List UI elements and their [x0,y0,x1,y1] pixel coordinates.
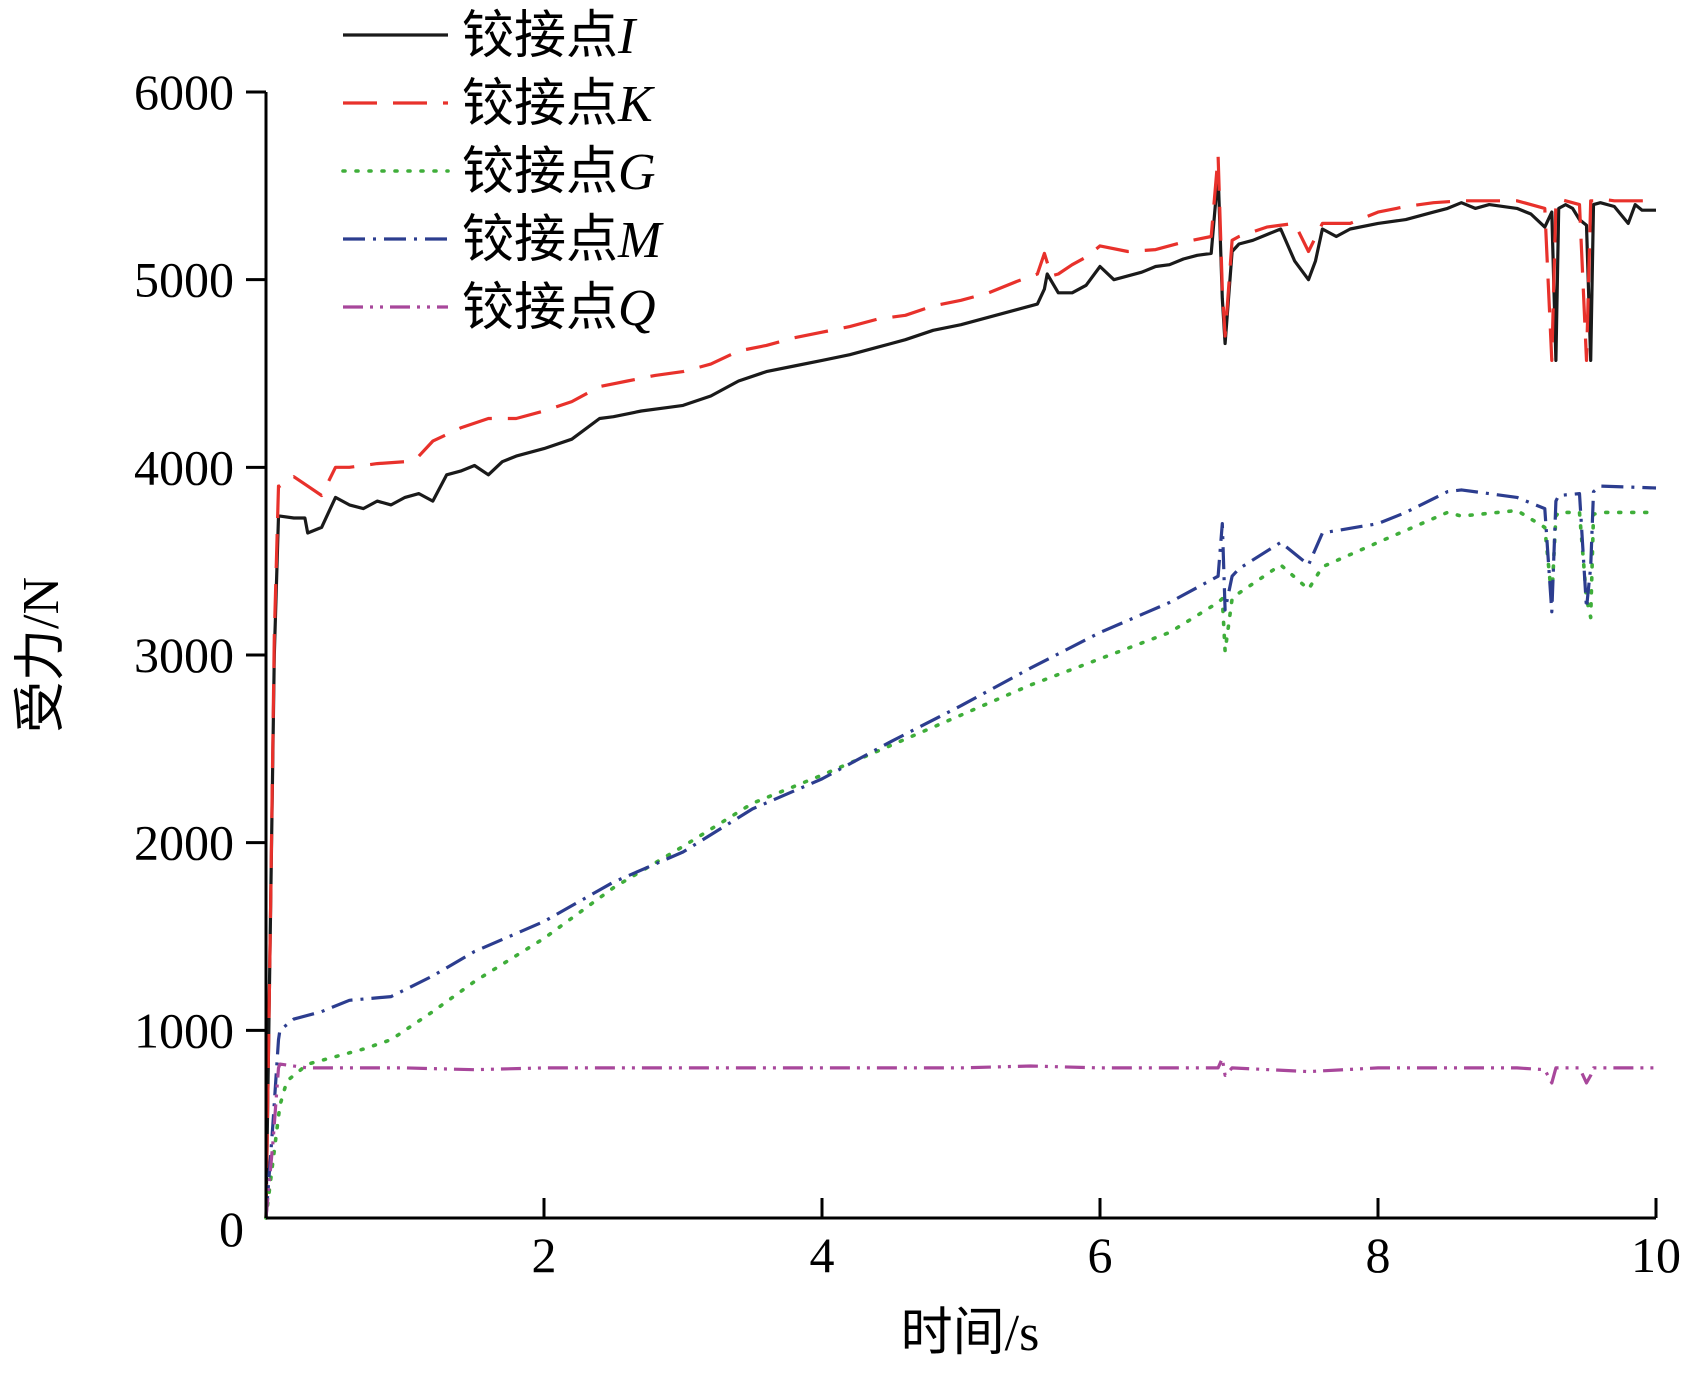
y-tick-label: 4000 [134,439,234,495]
x-tick-label: 10 [1631,1227,1681,1283]
legend-label-G: 铰接点G [462,144,656,201]
series-line-M [264,484,1657,1219]
series-line-K [264,154,1656,1219]
legend-label-prefix: 铰接点 [462,8,618,65]
legend-label-prefix: 铰接点 [462,144,618,201]
legend-label-M: 铰接点M [462,212,664,269]
series-line-I [264,171,1656,1219]
legend-label-K: 铰接点K [462,76,655,133]
legend-label-symbol: Q [618,280,656,337]
y-tick-label: 1000 [134,1002,234,1058]
legend-label-symbol: M [617,212,664,269]
y-tick-label: 2000 [134,815,234,871]
series-line-G [264,508,1658,1220]
legend-label-Q: 铰接点Q [462,280,656,337]
legend-label-prefix: 铰接点 [462,76,618,133]
x-tick-label: 6 [1088,1227,1113,1283]
series-lines [264,154,1658,1220]
x-tick-label: 8 [1366,1227,1391,1283]
x-tick-label: 4 [810,1227,835,1283]
legend-label-symbol: G [618,144,656,201]
y-axis-title: 受力/N [13,577,70,733]
tick-marks [246,90,1658,1218]
legend-label-prefix: 铰接点 [462,212,618,269]
legend-label-prefix: 铰接点 [462,280,618,337]
y-tick-label: 3000 [134,627,234,683]
y-tick-label: 5000 [134,252,234,308]
legend-label-symbol: I [617,8,638,65]
tick-labels: 2 4 6 8 10 1000 2000 3000 4000 5000 6000 [134,64,1681,1283]
series-line-Q [264,1056,1656,1219]
x-tick-label: 2 [532,1227,557,1283]
origin-tick-label: 0 [219,1201,244,1257]
legend-label-symbol: K [617,76,655,133]
y-tick-label: 6000 [134,64,234,120]
x-axis-title: 时间/s [901,1305,1040,1362]
legend-label-I: 铰接点I [462,8,638,65]
